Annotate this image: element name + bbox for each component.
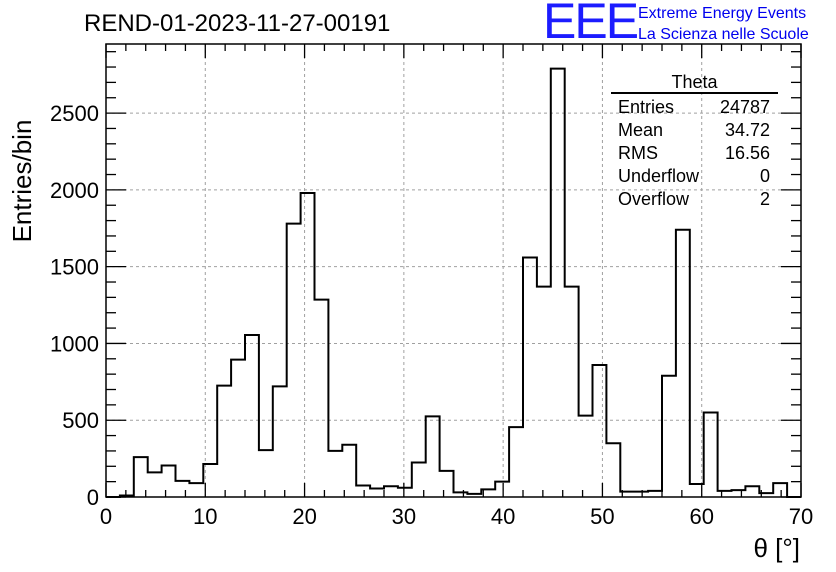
eee-logo: EEE Extreme Energy Events La Scienza nel… <box>543 0 833 49</box>
histogram-outline <box>106 67 801 498</box>
histogram-bin <box>495 482 509 497</box>
histogram-bin <box>259 450 273 497</box>
y-tick-label: 2500 <box>50 101 99 126</box>
x-tick-label: 10 <box>193 504 217 529</box>
x-tick-label: 70 <box>789 504 813 529</box>
histogram-bin <box>328 451 342 497</box>
histogram-bin <box>509 427 523 497</box>
stat-value: 0 <box>759 166 770 186</box>
x-tick-label: 50 <box>590 504 614 529</box>
eee-logo-mark: EEE <box>543 0 639 49</box>
stat-row-overflow: Overflow 2 <box>611 188 778 211</box>
histogram-bin <box>356 485 370 497</box>
stat-label: Overflow <box>618 189 690 209</box>
chart-title: REND-01-2023-11-27-00191 <box>84 10 391 37</box>
stats-title: Theta <box>671 72 718 92</box>
grid-lines <box>106 44 801 497</box>
histogram-bin <box>245 335 259 497</box>
histogram-bin <box>745 486 759 497</box>
histogram-bin <box>662 376 676 497</box>
histogram-bin <box>287 224 301 497</box>
stat-value: 2 <box>759 189 770 209</box>
stat-label: RMS <box>618 143 658 163</box>
stat-value: 24787 <box>719 97 770 117</box>
histogram-bin <box>273 386 287 497</box>
x-tick-label: 20 <box>292 504 316 529</box>
x-tick-labels: 0 10 20 30 40 50 60 70 <box>100 504 813 529</box>
stats-box: Theta Entries 24787 Mean 34.72 RMS 16.56… <box>611 72 778 211</box>
histogram-bin <box>398 488 412 497</box>
histogram-bin <box>176 481 190 497</box>
histogram-bin <box>301 193 315 497</box>
histogram-bin <box>231 360 245 497</box>
histogram-bin <box>426 416 440 497</box>
stat-label: Underflow <box>618 166 700 186</box>
y-tick-label: 0 <box>87 485 99 510</box>
x-tick-label: 40 <box>491 504 515 529</box>
histogram-bin <box>565 287 579 497</box>
histogram-bin <box>593 365 607 497</box>
x-axis-label: θ [°] <box>753 533 800 563</box>
histogram-bin <box>551 69 565 497</box>
y-axis-label: Entries/bin <box>7 120 37 243</box>
stat-row-rms: RMS 16.56 <box>611 142 778 165</box>
histogram-bin <box>384 486 398 497</box>
y-tick-label: 500 <box>62 408 99 433</box>
stat-row-entries: Entries 24787 <box>611 96 778 119</box>
stat-label: Entries <box>618 97 675 117</box>
histogram-bin <box>773 483 787 497</box>
stat-value: 34.72 <box>724 120 770 140</box>
stat-row-underflow: Underflow 0 <box>611 165 778 188</box>
histogram-bin <box>704 413 718 497</box>
histogram-bin <box>148 472 162 497</box>
histogram-bin <box>523 257 537 497</box>
histogram-bin <box>537 287 551 497</box>
stat-label: Mean <box>618 120 664 140</box>
y-tick-label: 1500 <box>50 255 99 280</box>
stat-row-mean: Mean 34.72 <box>611 119 778 142</box>
logo-text-line1: Extreme Energy Events <box>638 5 807 22</box>
histogram-bin <box>579 416 593 497</box>
y-tick-label: 1000 <box>50 331 99 356</box>
y-tick-label: 2000 <box>50 178 99 203</box>
x-tick-label: 30 <box>392 504 416 529</box>
axis-ticks <box>105 44 802 498</box>
logo-text-line2: La Scienza nelle Scuole <box>638 26 809 43</box>
y-tick-labels: 0 500 1000 1500 2000 2500 <box>50 101 99 510</box>
histogram-bin <box>440 471 454 497</box>
x-tick-label: 60 <box>689 504 713 529</box>
histogram-bin <box>732 490 746 497</box>
histogram-bin <box>162 466 176 497</box>
plot-frame <box>105 43 802 498</box>
histogram-bin <box>342 445 356 497</box>
stats-divider <box>611 92 778 94</box>
histogram-bin <box>217 386 231 497</box>
stat-value: 16.56 <box>724 143 770 163</box>
histogram-bin <box>676 230 690 497</box>
histogram-bin <box>189 483 203 497</box>
histogram-bin <box>315 300 329 497</box>
x-tick-label: 0 <box>100 504 112 529</box>
histogram-series <box>106 67 801 498</box>
histogram-bin <box>606 443 620 497</box>
histogram-bin <box>370 489 384 497</box>
